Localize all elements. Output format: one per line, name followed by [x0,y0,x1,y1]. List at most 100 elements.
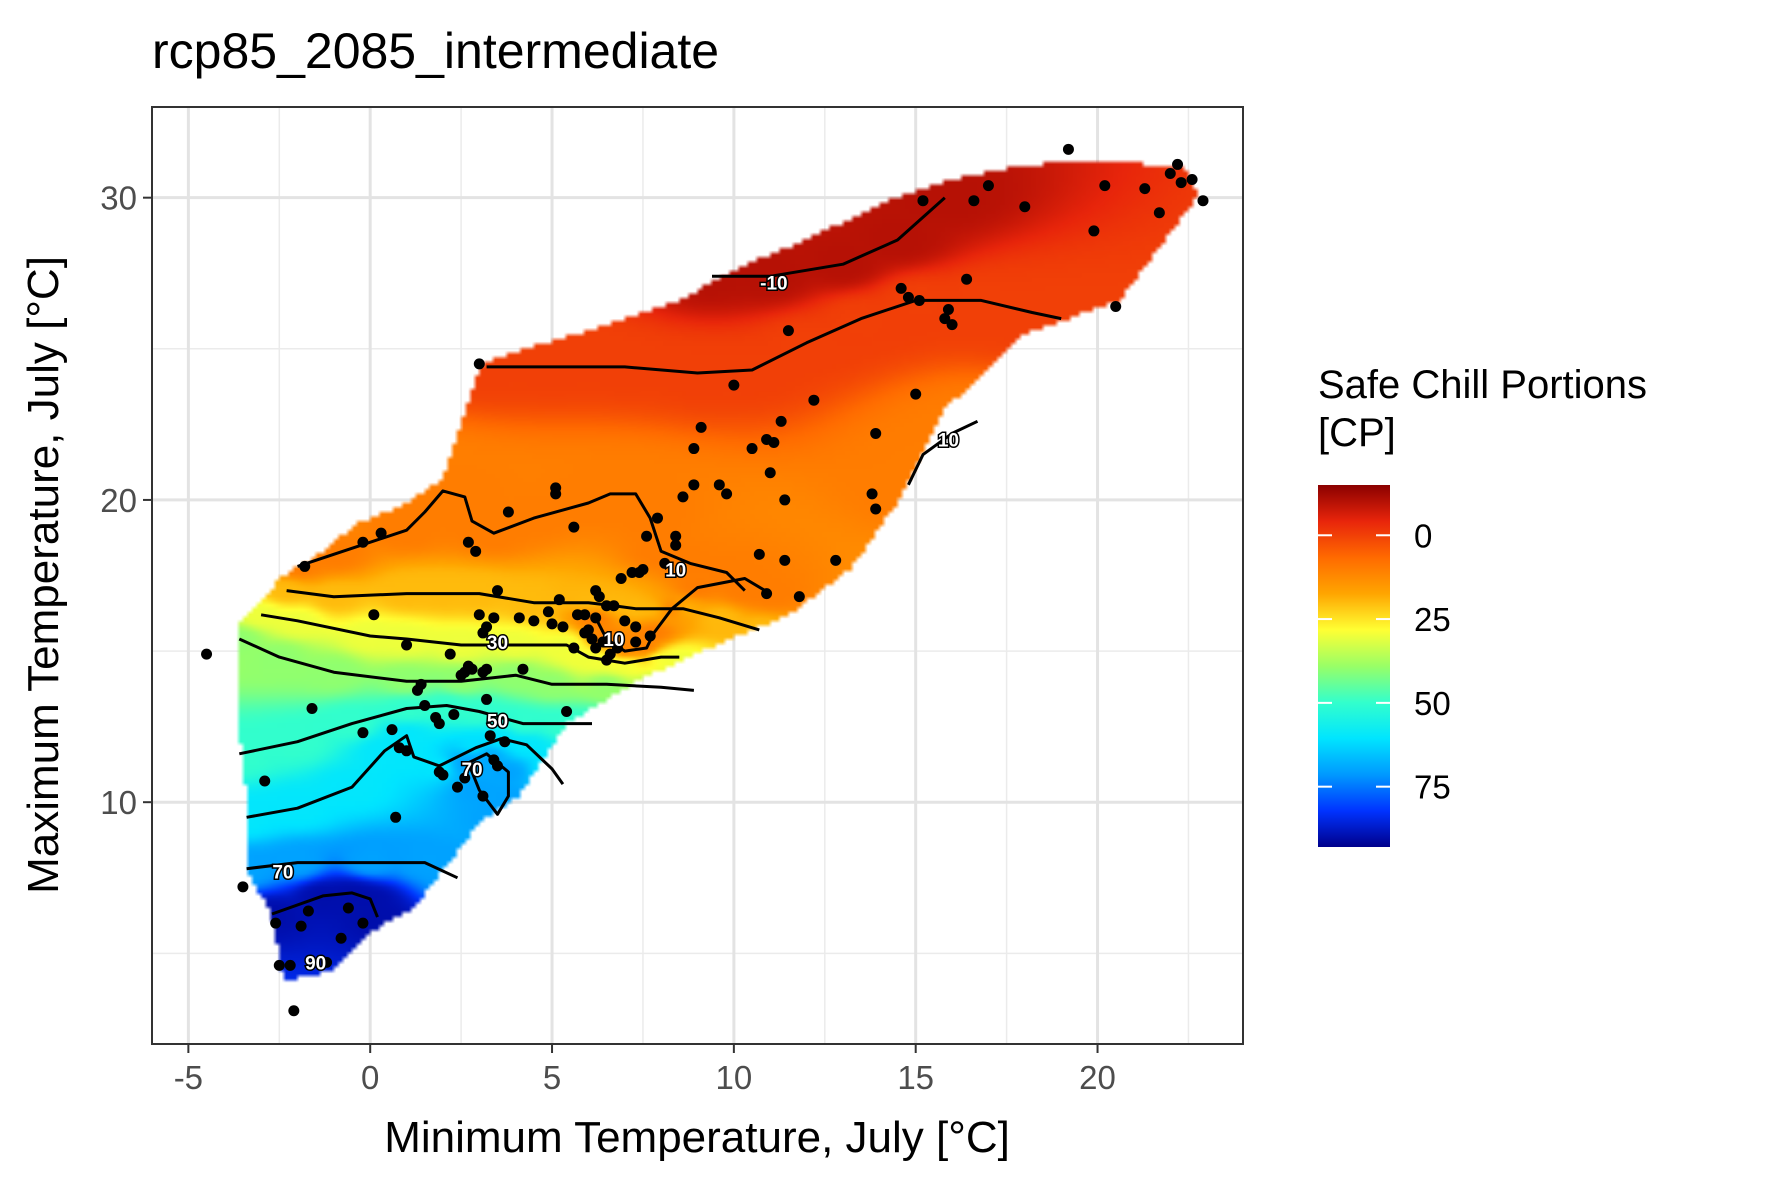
data-point [401,639,413,651]
data-point [1088,225,1100,237]
data-point [473,358,485,370]
data-point [870,427,882,439]
data-point [761,588,773,600]
x-tick-label: 15 [897,1059,934,1096]
contour-label: 10 [603,630,624,651]
y-axis: 10 20 30 [100,180,152,821]
data-point [982,180,994,192]
data-point [728,379,740,391]
contour-label: 10 [938,430,959,451]
y-tick-label: 10 [100,784,137,821]
x-tick-label: -5 [174,1059,203,1096]
data-point [782,325,794,337]
contour-line-20 [286,589,760,632]
legend-tick-label: 50 [1414,685,1451,722]
data-point [608,600,620,612]
data-point [1110,300,1122,312]
data-point [481,663,493,675]
x-axis-title: Minimum Temperature, July [°C] [384,1113,1010,1162]
data-point [615,573,627,585]
data-point [1153,207,1165,219]
data-point [721,488,733,500]
contour-label: 70 [461,760,482,781]
data-point [582,624,594,636]
data-point [910,388,922,400]
data-point [415,678,427,690]
data-point [593,591,605,603]
contour-line-70 [246,861,459,880]
data-point [201,648,213,660]
y-axis-title: Maximum Temperature, July [°C] [19,256,68,894]
data-point [630,636,642,648]
data-point [590,642,602,654]
data-point [390,811,402,823]
contour-labels: -10 10 10 10 30 50 70 70 90 [271,272,961,976]
legend-tick-label: 0 [1414,517,1432,554]
data-point [295,920,307,932]
contour-line-40 [238,637,695,692]
data-point [342,902,354,914]
data-point [659,557,671,569]
data-point [630,621,642,633]
data-point [611,642,623,654]
contour-label: 90 [305,953,326,974]
data-point [491,760,503,772]
contour-line-60 [246,734,565,819]
data-point [688,479,700,491]
data-point [586,633,598,645]
data-point [695,421,707,433]
data-point [470,545,482,557]
data-point [306,702,318,714]
data-point [579,609,591,621]
data-point [793,591,805,603]
data-point [517,663,529,675]
contour-line--10 [712,196,946,278]
x-tick-label: 0 [361,1059,379,1096]
data-point [466,663,478,675]
data-point [273,959,285,971]
legend: Safe Chill Portions [CP] 0 25 50 75 [1318,363,1647,847]
contour-label: 10 [665,560,686,581]
data-point [502,506,514,518]
data-point [546,618,558,630]
data-point [321,956,333,968]
data-point [633,566,645,578]
contour-label: 50 [487,712,508,733]
data-point [590,612,602,624]
contour-line-10 [297,489,746,592]
data-point [961,273,973,285]
legend-title-line1: Safe Chill Portions [1318,363,1647,407]
station-points [201,143,1209,1017]
data-point [491,585,503,597]
data-point [357,917,369,929]
data-point [1164,167,1176,179]
data-point [419,699,431,711]
heatmap-surface [152,107,1243,1044]
data-point [1019,201,1031,213]
data-point [499,736,511,748]
data-point [444,648,456,660]
data-point [477,790,489,802]
data-point [299,560,311,572]
contour-label: 30 [487,633,508,654]
data-point [270,917,282,929]
y-tick-label: 20 [100,482,137,519]
data-point [651,512,663,524]
data-point [917,195,929,207]
data-point [462,536,474,548]
data-point [1197,195,1209,207]
contour-label: -10 [760,273,787,294]
contour-lines [238,196,1062,918]
data-point [568,521,580,533]
data-point [550,482,562,494]
data-point [437,769,449,781]
data-point [866,488,878,500]
data-point [302,905,314,917]
data-point [1099,180,1111,192]
data-point [481,621,493,633]
data-point [641,530,653,542]
data-point [939,313,951,325]
contour-line-90 [271,891,379,918]
data-point [902,291,914,303]
